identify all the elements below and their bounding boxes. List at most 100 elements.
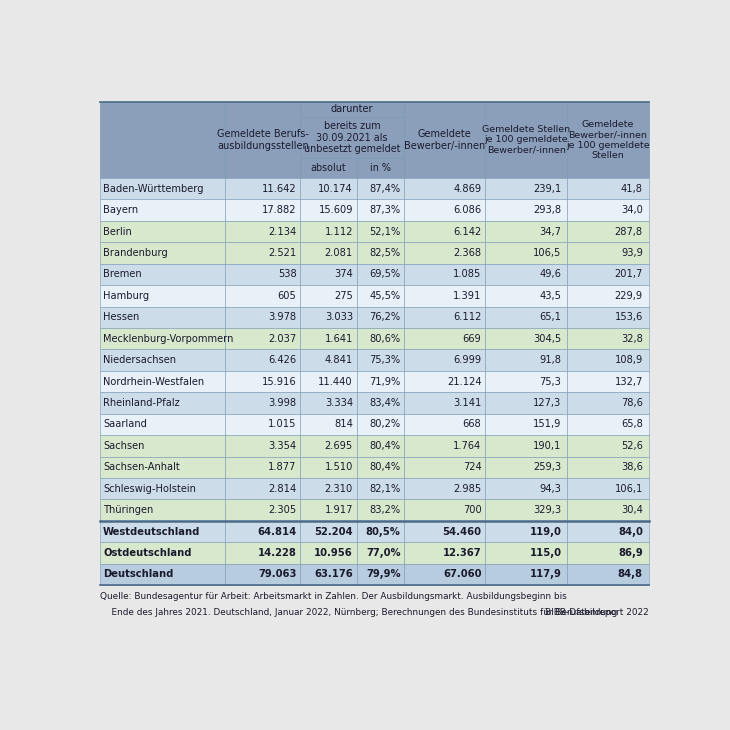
Text: 15.609: 15.609 — [318, 205, 353, 215]
Text: 69,5%: 69,5% — [369, 269, 401, 280]
Bar — [567, 328, 648, 350]
Text: Berlin: Berlin — [103, 226, 132, 237]
Text: 38,6: 38,6 — [621, 462, 643, 472]
Text: 11.642: 11.642 — [262, 184, 296, 193]
Text: 78,6: 78,6 — [621, 398, 643, 408]
Bar — [357, 520, 404, 542]
Text: 82,5%: 82,5% — [369, 248, 401, 258]
Bar — [301, 242, 357, 264]
Bar — [301, 371, 357, 392]
Bar — [357, 414, 404, 435]
Bar — [225, 350, 301, 371]
Bar — [485, 264, 567, 285]
Bar — [567, 435, 648, 456]
Text: 1.112: 1.112 — [324, 226, 353, 237]
Text: 293,8: 293,8 — [533, 205, 561, 215]
Bar — [100, 221, 225, 242]
Bar — [357, 350, 404, 371]
Bar — [404, 199, 485, 221]
Text: 287,8: 287,8 — [615, 226, 643, 237]
Text: 700: 700 — [463, 505, 482, 515]
Bar — [357, 478, 404, 499]
Text: 52,1%: 52,1% — [369, 226, 401, 237]
Bar — [100, 178, 225, 199]
Text: 201,7: 201,7 — [615, 269, 643, 280]
Text: 724: 724 — [463, 462, 482, 472]
Text: 83,4%: 83,4% — [369, 398, 401, 408]
Text: 3.033: 3.033 — [325, 312, 353, 322]
Text: 3.354: 3.354 — [269, 441, 296, 451]
Text: 79.063: 79.063 — [258, 569, 296, 580]
Bar — [100, 564, 225, 585]
Bar — [404, 478, 485, 499]
Text: 87,4%: 87,4% — [369, 184, 401, 193]
Text: 2.310: 2.310 — [325, 484, 353, 493]
Bar — [567, 101, 648, 178]
Bar — [225, 328, 301, 350]
Text: 329,3: 329,3 — [533, 505, 561, 515]
Text: Gemeldete Stellen
je 100 gemeldete
Bewerber/-innen: Gemeldete Stellen je 100 gemeldete Bewer… — [482, 125, 570, 155]
Text: Sachsen: Sachsen — [103, 441, 145, 451]
Text: Gemeldete
Bewerber/-innen: Gemeldete Bewerber/-innen — [404, 129, 485, 150]
Text: 45,5%: 45,5% — [369, 291, 401, 301]
Bar — [567, 285, 648, 307]
Bar — [485, 350, 567, 371]
Bar — [357, 499, 404, 520]
Bar — [485, 392, 567, 414]
Bar — [225, 307, 301, 328]
Bar — [485, 542, 567, 564]
Bar — [301, 117, 404, 158]
Bar — [301, 221, 357, 242]
Bar — [100, 392, 225, 414]
Bar — [225, 285, 301, 307]
Text: 34,7: 34,7 — [539, 226, 561, 237]
Text: 669: 669 — [463, 334, 482, 344]
Bar — [301, 542, 357, 564]
Text: 12.367: 12.367 — [443, 548, 482, 558]
Text: Mecklenburg-Vorpommern: Mecklenburg-Vorpommern — [103, 334, 234, 344]
Bar — [485, 499, 567, 520]
Text: 275: 275 — [334, 291, 353, 301]
Bar — [225, 499, 301, 520]
Bar — [100, 499, 225, 520]
Bar — [567, 456, 648, 478]
Text: Westdeutschland: Westdeutschland — [103, 526, 201, 537]
Bar — [567, 350, 648, 371]
Bar — [100, 307, 225, 328]
Text: 190,1: 190,1 — [533, 441, 561, 451]
Bar — [357, 178, 404, 199]
Bar — [357, 435, 404, 456]
Text: 668: 668 — [463, 420, 482, 429]
Bar — [404, 371, 485, 392]
Bar — [357, 328, 404, 350]
Bar — [567, 221, 648, 242]
Text: 10.956: 10.956 — [314, 548, 353, 558]
Text: 83,2%: 83,2% — [369, 505, 401, 515]
Text: 1.641: 1.641 — [325, 334, 353, 344]
Bar — [225, 542, 301, 564]
Text: 1.917: 1.917 — [325, 505, 353, 515]
Bar — [357, 307, 404, 328]
Bar — [404, 264, 485, 285]
Bar — [404, 350, 485, 371]
Text: Niedersachsen: Niedersachsen — [103, 355, 176, 365]
Text: absolut: absolut — [311, 163, 347, 173]
Bar — [404, 520, 485, 542]
Text: 4.869: 4.869 — [453, 184, 482, 193]
Text: 6.086: 6.086 — [453, 205, 482, 215]
Bar — [357, 564, 404, 585]
Bar — [225, 101, 301, 178]
Bar — [567, 564, 648, 585]
Text: 229,9: 229,9 — [615, 291, 643, 301]
Bar — [404, 101, 485, 178]
Bar — [301, 328, 357, 350]
Bar — [404, 542, 485, 564]
Bar — [225, 414, 301, 435]
Text: Ostdeutschland: Ostdeutschland — [103, 548, 192, 558]
Text: 259,3: 259,3 — [533, 462, 561, 472]
Bar — [225, 478, 301, 499]
Text: 2.368: 2.368 — [453, 248, 482, 258]
Bar — [100, 478, 225, 499]
Text: 119,0: 119,0 — [529, 526, 561, 537]
Text: Ende des Jahres 2021. Deutschland, Januar 2022, Nürnberg; Berechnungen des Bunde: Ende des Jahres 2021. Deutschland, Janua… — [100, 607, 617, 617]
